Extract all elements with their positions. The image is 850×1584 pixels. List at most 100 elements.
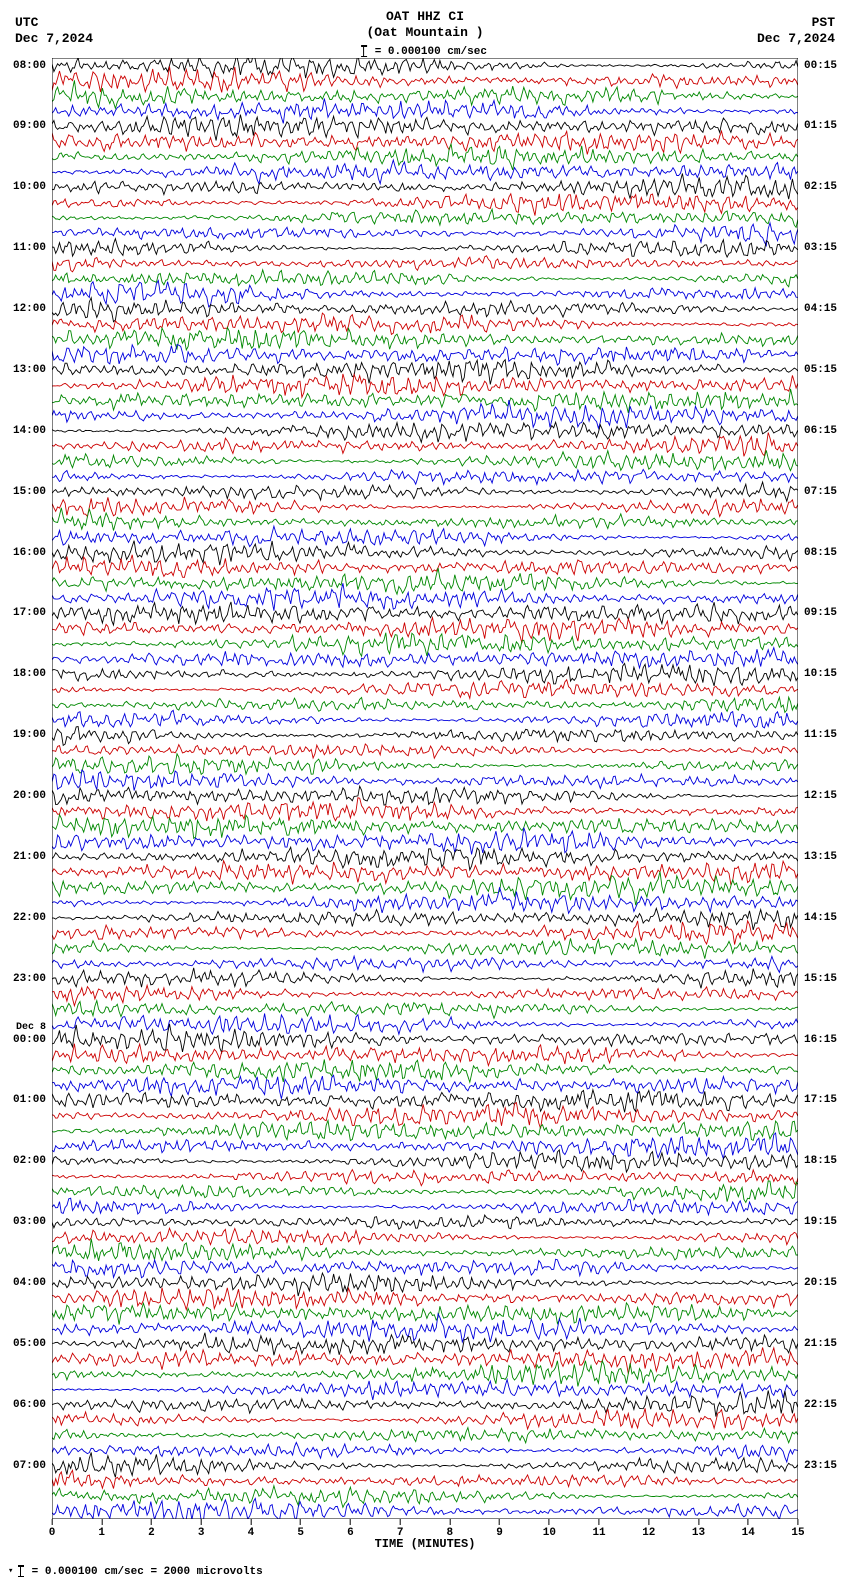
title-block: OAT HHZ CI (Oat Mountain ) — [366, 9, 483, 40]
left-hour-label: 08:00 — [13, 60, 46, 72]
footer-marker-icon: ▾ — [8, 1566, 13, 1576]
x-tick-label: 2 — [148, 1527, 155, 1539]
x-tick: 12 — [642, 1519, 655, 1539]
footer-scale: ▾ = 0.000100 cm/sec = 2000 microvolts — [8, 1565, 263, 1578]
x-tick-label: 11 — [592, 1527, 605, 1539]
x-tick-label: 4 — [248, 1527, 255, 1539]
x-tick: 14 — [742, 1519, 755, 1539]
left-hour-label: 06:00 — [13, 1399, 46, 1411]
left-hour-label: 22:00 — [13, 912, 46, 924]
right-hour-label: 02:15 — [804, 181, 837, 193]
pst-label: PST — [757, 15, 835, 31]
left-hour-label: 09:00 — [13, 120, 46, 132]
right-hour-label: 23:15 — [804, 1460, 837, 1472]
x-tick: 1 — [98, 1519, 105, 1539]
pst-block: PST Dec 7,2024 — [757, 15, 835, 46]
right-hour-label: 22:15 — [804, 1399, 837, 1411]
left-hour-label: 20:00 — [13, 790, 46, 802]
right-hour-label: 00:15 — [804, 60, 837, 72]
trace-svg — [52, 58, 798, 1519]
utc-label: UTC — [15, 15, 93, 31]
right-hour-label: 03:15 — [804, 242, 837, 254]
left-hour-label: 12:00 — [13, 303, 46, 315]
x-tick: 7 — [397, 1519, 404, 1539]
x-tick: 11 — [592, 1519, 605, 1539]
left-hour-label: 00:00 — [13, 1034, 46, 1046]
right-hour-label: 13:15 — [804, 851, 837, 863]
left-hour-label: 11:00 — [13, 242, 46, 254]
right-hour-label: 08:15 — [804, 547, 837, 559]
left-hour-label: 02:00 — [13, 1155, 46, 1167]
left-hour-labels: 08:00 09:00 10:00 11:00 12:00 13:00 14:00 15:00… — [0, 58, 50, 1519]
pst-date: Dec 7,2024 — [757, 31, 835, 47]
daybreak-label: Dec 8 — [16, 1022, 46, 1033]
left-hour-label: 18:00 — [13, 668, 46, 680]
right-hour-label: 11:15 — [804, 729, 837, 741]
header-scale: = 0.000100 cm/sec — [363, 45, 487, 58]
right-hour-label: 20:15 — [804, 1277, 837, 1289]
x-tick: 6 — [347, 1519, 354, 1539]
x-tick: 2 — [148, 1519, 155, 1539]
left-hour-label: 04:00 — [13, 1277, 46, 1289]
x-tick-label: 8 — [447, 1527, 454, 1539]
x-tick: 0 — [49, 1519, 56, 1539]
right-hour-label: 12:15 — [804, 790, 837, 802]
x-tick-label: 5 — [297, 1527, 304, 1539]
footer-text: = 0.000100 cm/sec = 2000 microvolts — [32, 1566, 263, 1578]
utc-date: Dec 7,2024 — [15, 31, 93, 47]
x-axis-label: TIME (MINUTES) — [375, 1537, 476, 1551]
scale-bar-icon — [363, 45, 364, 57]
right-hour-label: 14:15 — [804, 912, 837, 924]
right-hour-label: 07:15 — [804, 486, 837, 498]
left-hour-label: 19:00 — [13, 729, 46, 741]
x-tick: 15 — [791, 1519, 804, 1539]
left-hour-label: 13:00 — [13, 364, 46, 376]
x-axis: TIME (MINUTES) 0123456789101112131415 — [52, 1519, 798, 1549]
utc-block: UTC Dec 7,2024 — [15, 15, 93, 46]
right-hour-label: 09:15 — [804, 607, 837, 619]
right-hour-label: 16:15 — [804, 1034, 837, 1046]
station-name: (Oat Mountain ) — [366, 25, 483, 41]
x-tick-label: 15 — [791, 1527, 804, 1539]
x-tick-label: 0 — [49, 1527, 56, 1539]
left-hour-label: 05:00 — [13, 1338, 46, 1350]
x-tick-label: 7 — [397, 1527, 404, 1539]
left-hour-label: 15:00 — [13, 486, 46, 498]
x-tick-label: 13 — [692, 1527, 705, 1539]
station-code: OAT HHZ CI — [366, 9, 483, 25]
scale-text: = 0.000100 cm/sec — [375, 46, 487, 58]
x-tick: 8 — [447, 1519, 454, 1539]
x-tick: 5 — [297, 1519, 304, 1539]
scale-bar-icon — [20, 1565, 21, 1577]
x-tick-label: 12 — [642, 1527, 655, 1539]
left-hour-label: 21:00 — [13, 851, 46, 863]
x-tick-label: 9 — [496, 1527, 503, 1539]
x-tick: 3 — [198, 1519, 205, 1539]
x-tick: 13 — [692, 1519, 705, 1539]
x-tick: 4 — [248, 1519, 255, 1539]
right-hour-label: 10:15 — [804, 668, 837, 680]
right-hour-label: 17:15 — [804, 1094, 837, 1106]
header: UTC Dec 7,2024 OAT HHZ CI (Oat Mountain … — [0, 5, 850, 55]
right-hour-label: 15:15 — [804, 973, 837, 985]
right-hour-label: 01:15 — [804, 120, 837, 132]
left-hour-label: 14:00 — [13, 425, 46, 437]
x-tick-label: 10 — [543, 1527, 556, 1539]
left-hour-label: 23:00 — [13, 973, 46, 985]
left-hour-label: 07:00 — [13, 1460, 46, 1472]
x-tick: 9 — [496, 1519, 503, 1539]
right-hour-labels: 00:15 01:15 02:15 03:15 04:15 05:15 06:15 07:15… — [800, 58, 850, 1519]
right-hour-label: 18:15 — [804, 1155, 837, 1167]
x-tick-label: 1 — [98, 1527, 105, 1539]
x-tick: 10 — [543, 1519, 556, 1539]
left-hour-label: 01:00 — [13, 1094, 46, 1106]
right-hour-label: 21:15 — [804, 1338, 837, 1350]
left-hour-label: 17:00 — [13, 607, 46, 619]
right-hour-label: 05:15 — [804, 364, 837, 376]
left-hour-label: 10:00 — [13, 181, 46, 193]
left-hour-label: 03:00 — [13, 1216, 46, 1228]
right-hour-label: 06:15 — [804, 425, 837, 437]
left-hour-label: 16:00 — [13, 547, 46, 559]
x-tick-label: 3 — [198, 1527, 205, 1539]
right-hour-label: 04:15 — [804, 303, 837, 315]
